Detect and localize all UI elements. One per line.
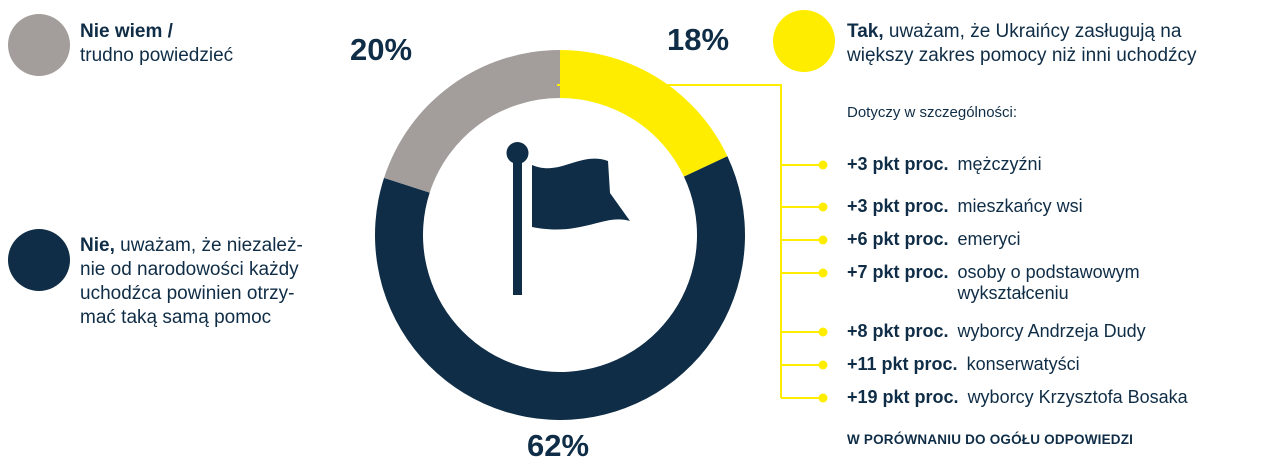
connector-dot (818, 327, 828, 337)
dont-know-legend-dot (8, 14, 70, 76)
no-legend-line4: mać taką samą pomoc (80, 307, 272, 328)
breakdown-group: wyborcy Krzysztofa Bosaka (967, 387, 1188, 407)
breakdown-value: +8 pkt proc. (847, 321, 949, 341)
breakdown-item: +8 pkt proc. wyborcy Andrzeja Dudy (847, 321, 1146, 342)
breakdown-group: mężczyźni (957, 154, 1042, 174)
no-legend-line2: nie od narodowości każdy (80, 259, 299, 280)
no-legend-line3: uchodźca powinien otrzy- (80, 283, 295, 304)
flag-icon (506, 142, 630, 295)
no-legend-line1: uważam, że niezależ- (114, 235, 303, 256)
connector-dot (818, 235, 828, 245)
connector-dot (818, 393, 828, 403)
no-legend-dot (8, 229, 70, 291)
breakdown-item: +3 pkt proc. mieszkańcy wsi (847, 196, 1083, 217)
yes-legend-line2: większy zakres pomocy niż inni uchodźcy (847, 45, 1197, 66)
breakdown-group: mieszkańcy wsi (957, 196, 1083, 216)
yes-legend-label: Tak, uważam, że Ukraińcy zasługują na wi… (847, 20, 1197, 68)
breakdown-value: +3 pkt proc. (847, 154, 949, 174)
no-percent-label: 62% (527, 428, 590, 463)
breakdown-group: wyborcy Andrzeja Dudy (957, 321, 1146, 341)
connector-dot (818, 202, 828, 212)
breakdown-item: +11 pkt proc. konserwatyści (847, 354, 1080, 375)
no-legend-label: Nie, uważam, że niezależ- nie od narodow… (80, 234, 303, 330)
breakdown-value: +11 pkt proc. (847, 354, 958, 374)
breakdown-group: emeryci (957, 229, 1021, 249)
breakdown-value: +7 pkt proc. (847, 262, 949, 282)
connector-dot (818, 160, 828, 170)
breakdown-item: +6 pkt proc. emeryci (847, 229, 1021, 250)
yes-legend-bold: Tak, (847, 21, 884, 42)
dont-know-percent-label: 20% (350, 32, 413, 67)
breakdown-value: +3 pkt proc. (847, 196, 949, 216)
breakdown-value: +19 pkt proc. (847, 387, 959, 407)
breakdown-group: osoby o podstawowym wykształceniu (957, 262, 1140, 303)
yes-percent-label: 18% (667, 22, 730, 57)
yes-legend-dot (773, 10, 835, 72)
connector-dot (818, 360, 828, 370)
donut-slice-yes (560, 50, 728, 177)
breakdown-item: +3 pkt proc. mężczyźni (847, 154, 1042, 175)
breakdown-item: +19 pkt proc. wyborcy Krzysztofa Bosaka (847, 387, 1188, 408)
dont-know-legend-label: Nie wiem / trudno powiedzieć (80, 20, 233, 68)
donut-slice-dont_know (384, 50, 560, 193)
dont-know-legend-bold: Nie wiem / (80, 21, 173, 42)
breakdown-footnote: W PORÓWNANIU DO OGÓŁU ODPOWIEDZI (847, 432, 1134, 447)
no-legend-bold: Nie, (80, 235, 115, 256)
breakdown-value: +6 pkt proc. (847, 229, 949, 249)
breakdown-title: Dotyczy w szczególności: (847, 104, 1018, 121)
breakdown-item: +7 pkt proc. osoby o podstawowym wykształ… (847, 262, 1140, 304)
breakdown-group: konserwatyści (966, 354, 1080, 374)
connector-dot (818, 268, 828, 278)
dont-know-legend-rest: trudno powiedzieć (80, 45, 234, 66)
yes-legend-line1: uważam, że Ukraińcy zasługują na (883, 21, 1182, 42)
donut-chart (375, 50, 745, 421)
